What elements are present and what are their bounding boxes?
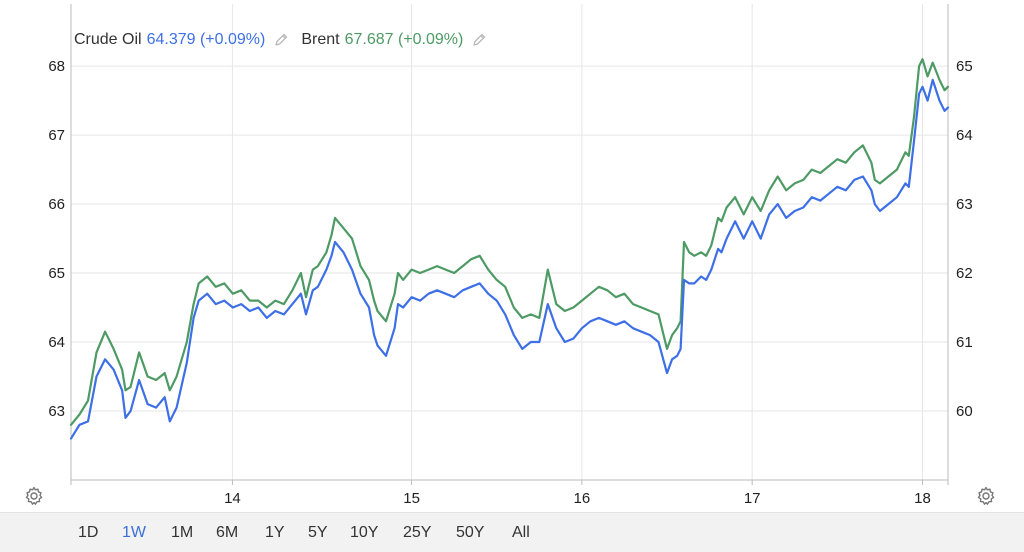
- left-axis-tick-label: 63: [48, 403, 65, 420]
- right-axis-tick-label: 61: [956, 334, 973, 351]
- x-axis-tick-label: 14: [224, 490, 241, 507]
- range-button-10y[interactable]: 10Y: [350, 524, 379, 541]
- range-button-1w[interactable]: 1W: [122, 524, 146, 541]
- left-axis-tick-label: 67: [48, 127, 65, 144]
- pencil-icon[interactable]: [471, 32, 487, 48]
- legend-value-brent: 67.687 (+0.09%): [344, 31, 464, 48]
- right-axis-settings-gear-icon[interactable]: [976, 486, 996, 506]
- x-axis-tick-label: 15: [403, 490, 420, 507]
- right-axis-tick-label: 60: [956, 403, 973, 420]
- range-button-1y[interactable]: 1Y: [265, 524, 285, 541]
- right-axis-tick-label: 65: [956, 58, 973, 75]
- left-axis-tick-label: 64: [48, 334, 65, 351]
- range-button-1d[interactable]: 1D: [78, 524, 99, 541]
- left-axis-tick-label: 65: [48, 265, 65, 282]
- chart-legend: Crude Oil 64.379 (+0.09%) Brent 67.687 (…: [74, 31, 499, 49]
- left-axis-tick-label: 68: [48, 58, 65, 75]
- x-axis-tick-label: 16: [574, 490, 591, 507]
- x-axis-tick-label: 18: [914, 490, 931, 507]
- range-button-1m[interactable]: 1M: [171, 524, 194, 541]
- series-line-brent: [69, 58, 950, 426]
- legend-name-crude-oil: Crude Oil: [74, 31, 142, 48]
- legend-item-brent: Brent 67.687 (+0.09%): [301, 31, 499, 49]
- legend-name-brent: Brent: [301, 31, 340, 48]
- price-chart[interactable]: 63 64 65 66 67 68 60 61 62 63 64 65 14 15 16 17 18: [0, 0, 1024, 512]
- grid-lines: [71, 4, 948, 480]
- axis-labels: 63 64 65 66 67 68 60 61 62 63 64 65 14 15 16 17 18: [48, 58, 972, 507]
- right-axis-tick-label: 63: [956, 196, 973, 213]
- range-button-5y[interactable]: 5Y: [308, 524, 328, 541]
- right-axis-tick-label: 64: [956, 127, 973, 144]
- series-lines: [69, 58, 950, 440]
- range-button-all[interactable]: All: [512, 524, 530, 541]
- time-range-bar: 1D 1W 1M 6M 1Y 5Y 10Y 25Y 50Y All: [0, 512, 1024, 552]
- axis-lines: [70, 4, 949, 485]
- pencil-icon[interactable]: [273, 32, 289, 48]
- left-axis-settings-gear-icon[interactable]: [24, 486, 44, 506]
- range-button-25y[interactable]: 25Y: [403, 524, 432, 541]
- legend-value-crude-oil: 64.379 (+0.09%): [146, 31, 266, 48]
- legend-item-crude-oil: Crude Oil 64.379 (+0.09%): [74, 31, 301, 49]
- range-button-50y[interactable]: 50Y: [456, 524, 485, 541]
- right-axis-tick-label: 62: [956, 265, 973, 282]
- range-button-6m[interactable]: 6M: [216, 524, 239, 541]
- left-axis-tick-label: 66: [48, 196, 65, 213]
- x-axis-tick-label: 17: [744, 490, 761, 507]
- series-line-crude-oil: [69, 78, 950, 440]
